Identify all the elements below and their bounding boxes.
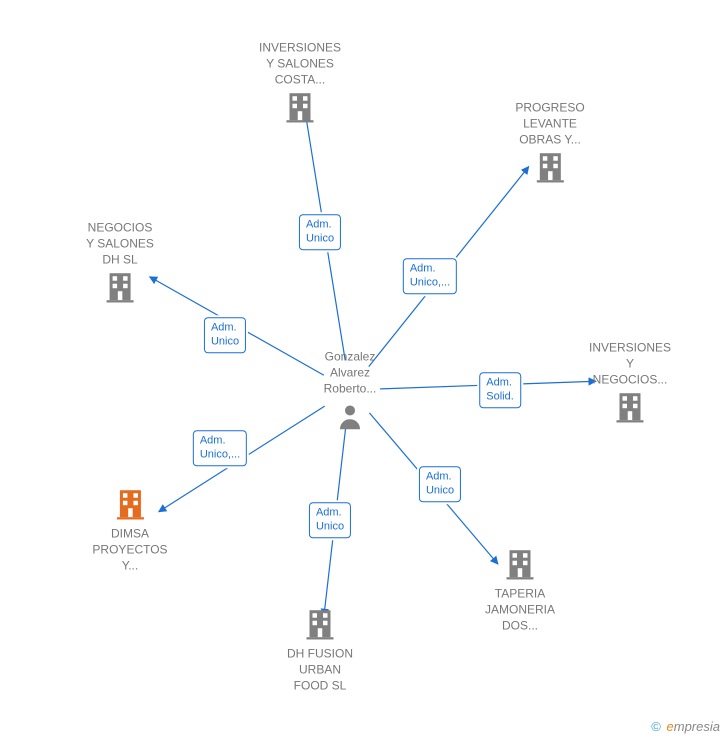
edge-label: Adm. Unico [299,214,341,250]
edge-label: Adm. Unico [309,502,351,538]
company-label: TAPERIA JAMONERIA DOS... [485,586,555,635]
company-node-inversiones_salones_costa[interactable]: INVERSIONES Y SALONES COSTA... [259,36,341,125]
company-label: PROGRESO LEVANTE OBRAS Y... [515,100,584,149]
company-node-taperia_jamoneria[interactable]: TAPERIA JAMONERIA DOS... [485,546,555,635]
company-label: DH FUSION URBAN FOOD SL [287,646,353,695]
center-person-node[interactable]: Gonzalez Alvarez Roberto... [320,349,380,432]
company-node-progreso_levante[interactable]: PROGRESO LEVANTE OBRAS Y... [515,96,584,185]
building-icon [259,88,341,124]
center-label: Gonzalez Alvarez Roberto... [320,349,380,398]
building-icon [515,148,584,184]
edge-label: Adm. Unico [204,317,246,353]
company-node-inversiones_negocios[interactable]: INVERSIONES Y NEGOCIOS... [589,336,671,425]
company-label: DIMSA PROYECTOS Y... [92,526,167,575]
company-label: INVERSIONES Y NEGOCIOS... [589,340,671,389]
copyright-symbol: © [651,719,661,734]
building-icon [485,546,555,582]
building-icon [589,388,671,424]
company-label: INVERSIONES Y SALONES COSTA... [259,40,341,89]
company-label: NEGOCIOS Y SALONES DH SL [86,220,154,269]
company-node-dh_fusion[interactable]: DH FUSION URBAN FOOD SL [287,606,353,695]
edge-label: Adm. Unico [419,466,461,502]
building-icon [287,606,353,642]
company-node-negocios_salones_dh[interactable]: NEGOCIOS Y SALONES DH SL [86,216,154,305]
brand-name: empresia [667,719,720,734]
attribution: © empresia [651,719,720,734]
company-node-dimsa[interactable]: DIMSA PROYECTOS Y... [92,486,167,575]
edge-label: Adm. Unico,... [193,430,247,466]
building-icon [86,268,154,304]
edge-label: Adm. Solid. [479,372,521,408]
building-icon [92,486,167,522]
edge-label: Adm. Unico,... [403,258,457,294]
